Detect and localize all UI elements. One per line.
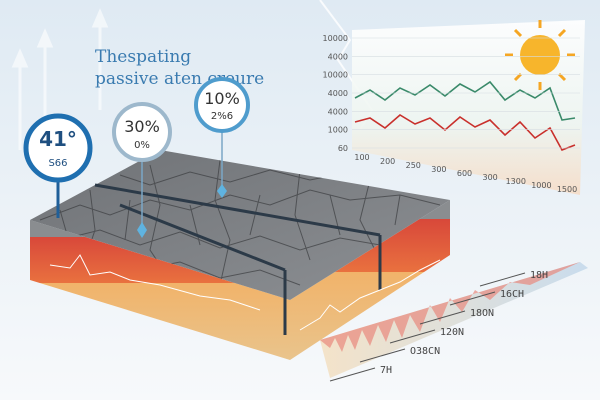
callout-label: 0% xyxy=(134,140,150,151)
chart-x-label: 300 xyxy=(431,165,446,174)
callout-label: 2%6 xyxy=(211,111,233,122)
heat-trace xyxy=(299,259,441,331)
cracks xyxy=(39,159,441,286)
scale-tick xyxy=(479,272,526,287)
scale-label: 120N xyxy=(440,327,464,338)
scale-tick xyxy=(329,367,376,382)
chart-y-label: 4000 xyxy=(328,89,348,98)
scale-label: 18ON xyxy=(470,308,494,319)
chart-x-label: 1000 xyxy=(531,181,551,190)
chart-x-label: 300 xyxy=(482,173,497,182)
chart-x-label: 200 xyxy=(380,157,395,166)
scale-label: 7H xyxy=(380,365,392,376)
callout-value: 30% xyxy=(124,117,160,136)
callout-value: 41° xyxy=(39,127,77,151)
scale-tick xyxy=(359,348,406,363)
chart-x-label: 1500 xyxy=(557,185,577,194)
chart-x-label: 600 xyxy=(457,169,472,178)
chart-y-label: 4000 xyxy=(328,52,348,61)
scale-label: 18H xyxy=(530,270,548,281)
callout-value: 10% xyxy=(204,89,240,108)
scale-label: O38CN xyxy=(410,346,440,357)
chart-y-label: 60 xyxy=(338,144,348,153)
chart-x-label: 250 xyxy=(406,161,421,170)
chart-x-label: 1300 xyxy=(506,177,526,186)
chart-y-label: 10000 xyxy=(323,34,348,43)
slab-front xyxy=(30,220,290,360)
heat-trace xyxy=(49,254,261,311)
chart-y-label: 4000 xyxy=(328,107,348,116)
scale-ticks xyxy=(329,272,526,382)
chart-x-label: 100 xyxy=(354,153,369,162)
scale-band xyxy=(320,262,588,378)
chart-y-label: 1000 xyxy=(328,126,348,135)
slab-top xyxy=(30,150,450,300)
slab-side xyxy=(290,200,450,360)
chart-y-label: 10000 xyxy=(323,71,348,80)
title-line: Thespating xyxy=(95,47,191,67)
scale-label: 16CH xyxy=(500,289,524,300)
sun xyxy=(505,20,575,90)
callout: 41° S66 xyxy=(23,113,93,218)
callout: 30% 0% xyxy=(112,102,172,238)
scale-tick xyxy=(419,310,466,325)
scale-tick xyxy=(449,291,496,306)
callout-label: S66 xyxy=(48,158,67,169)
callout: 10% 2%6 xyxy=(194,77,250,198)
scale-tick xyxy=(389,329,436,344)
scale-spikes xyxy=(320,262,580,352)
